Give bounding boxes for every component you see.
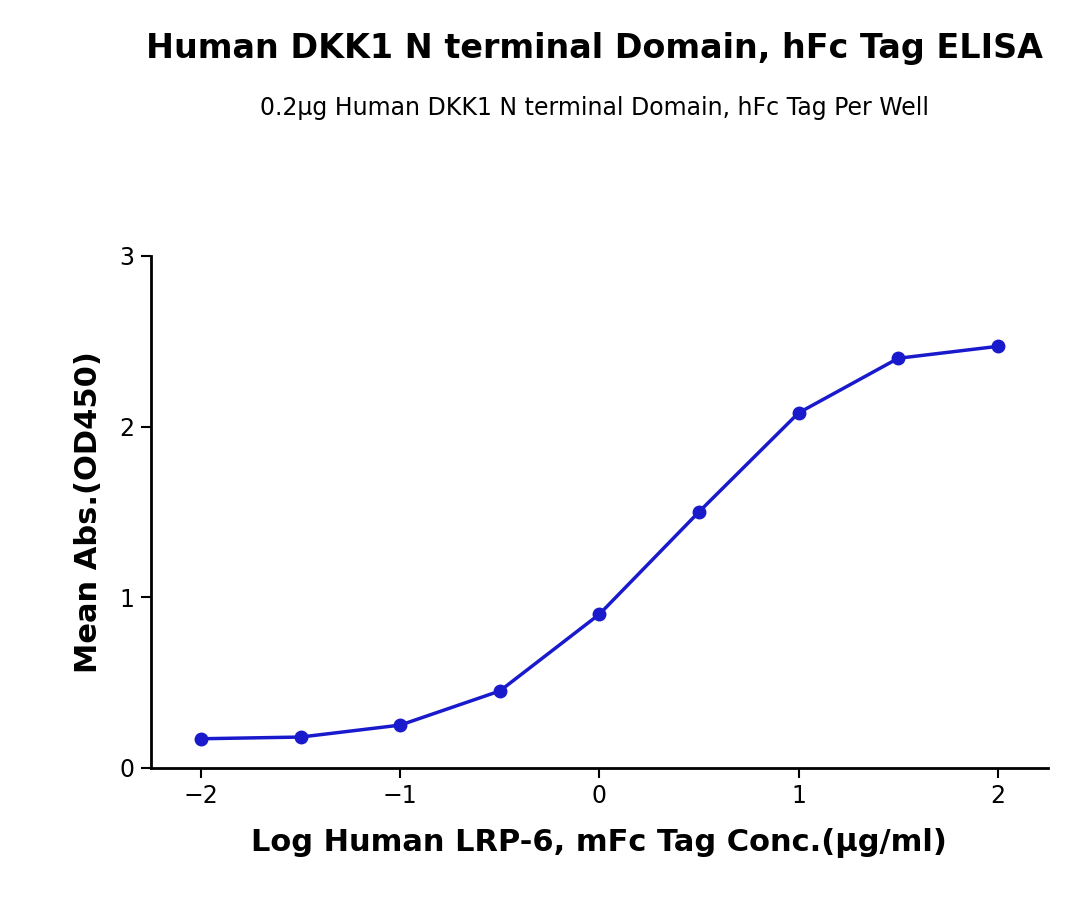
X-axis label: Log Human LRP-6, mFc Tag Conc.(μg/ml): Log Human LRP-6, mFc Tag Conc.(μg/ml) bbox=[252, 828, 947, 858]
Text: Human DKK1 N terminal Domain, hFc Tag ELISA: Human DKK1 N terminal Domain, hFc Tag EL… bbox=[146, 32, 1042, 65]
Y-axis label: Mean Abs.(OD450): Mean Abs.(OD450) bbox=[73, 351, 103, 673]
Text: 0.2μg Human DKK1 N terminal Domain, hFc Tag Per Well: 0.2μg Human DKK1 N terminal Domain, hFc … bbox=[259, 96, 929, 120]
